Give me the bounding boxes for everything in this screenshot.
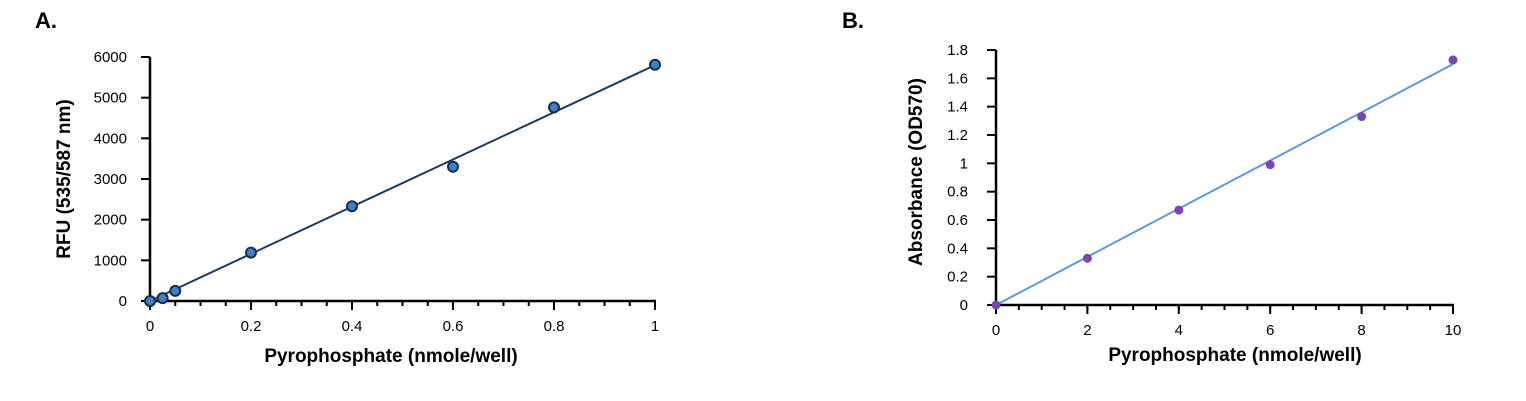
data-point: [245, 246, 257, 259]
x-axis-title: Pyrophosphate (nmole/well): [1108, 345, 1361, 366]
y-tick-label: 4000: [94, 130, 127, 147]
y-tick-label: 0: [960, 297, 968, 314]
y-axis-title: RFU (535/587 nm): [54, 99, 75, 258]
x-tick-label: 2: [1083, 322, 1091, 339]
y-tick-label: 1.4: [947, 99, 968, 116]
x-tick-label: 0.6: [443, 318, 464, 335]
x-tick-label: 6: [1266, 322, 1274, 339]
x-tick-label: 0: [146, 318, 154, 335]
fit-line: [995, 63, 1454, 306]
fit-line: [149, 64, 656, 302]
y-tick-label: 0.4: [947, 240, 968, 257]
y-tick-label: 2000: [94, 212, 127, 229]
data-point: [649, 58, 661, 71]
y-tick-label: 5000: [94, 90, 127, 107]
data-point: [991, 300, 1001, 310]
y-tick-label: 0: [119, 293, 127, 310]
y-tick-label: 1: [960, 155, 968, 172]
x-tick-label: 0.8: [544, 318, 565, 335]
data-point: [156, 292, 169, 305]
y-tick-label: 3000: [94, 171, 127, 188]
data-point: [1174, 205, 1184, 215]
x-tick-label: 4: [1175, 322, 1183, 339]
x-tick-label: 0: [992, 322, 1000, 339]
x-tick-label: 10: [1445, 322, 1462, 339]
chart-panel-b: B. 0 2 4 6 8 10 0 0.2 0.4 0.6 0.8 1 1.2 1.4 1.6 1.8 Pyrop…: [842, 8, 1461, 366]
x-axis-title: Pyrophosphate (nmole/well): [264, 346, 517, 367]
data-point: [1265, 160, 1275, 170]
panel-label: A.: [35, 8, 57, 33]
data-point: [144, 295, 156, 307]
x-tick-label: 1: [651, 318, 659, 335]
data-point: [1448, 55, 1458, 65]
y-tick-label: 0.2: [947, 269, 968, 286]
y-tick-label: 1.2: [947, 127, 968, 144]
x-tick-label: 0.2: [241, 318, 262, 335]
data-point: [346, 200, 358, 213]
y-axis-title: Absorbance (OD570): [906, 78, 927, 266]
y-tick-label: 0.8: [947, 184, 968, 201]
chart-panel-a: A. 0 0.2 0.4 0.6 0.8 1 0 1000 2000 3000 4000 5000 600…: [35, 8, 661, 367]
y-tick-label: 1.8: [947, 42, 968, 59]
panel-label: B.: [842, 8, 864, 33]
x-tick-label: 0.4: [342, 318, 363, 335]
y-tick-label: 1.6: [947, 70, 968, 87]
data-point: [1357, 112, 1367, 122]
data-point: [1082, 253, 1092, 263]
y-tick-label: 1000: [94, 252, 127, 269]
y-tick-label: 6000: [94, 49, 127, 66]
data-point: [447, 160, 459, 173]
data-point: [548, 101, 560, 114]
data-point: [169, 284, 182, 297]
x-tick-label: 8: [1357, 322, 1365, 339]
y-tick-label: 0.6: [947, 212, 968, 229]
